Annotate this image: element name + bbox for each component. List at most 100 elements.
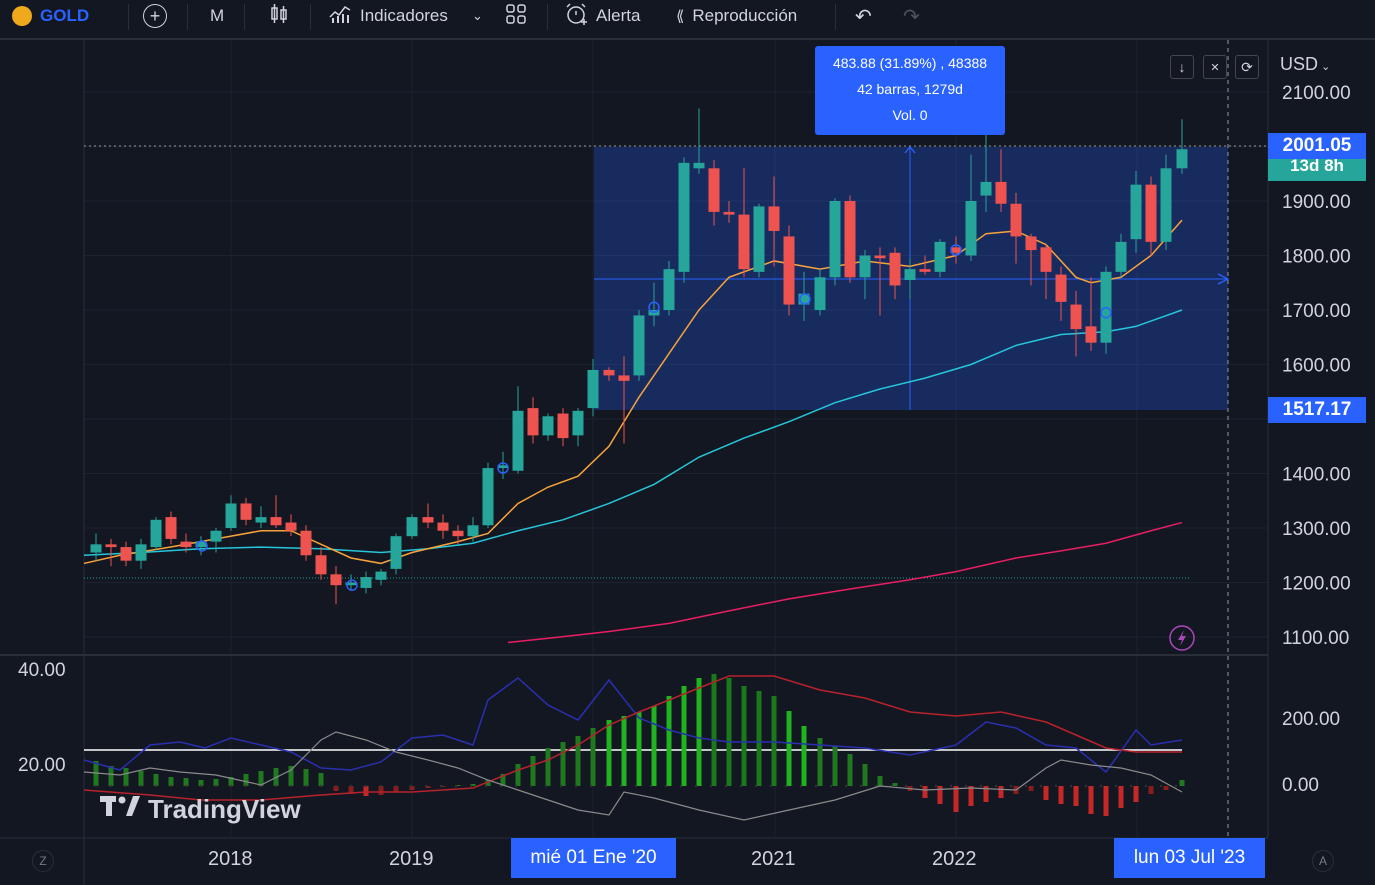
candle-body[interactable]: [406, 517, 418, 537]
candle-body[interactable]: [738, 214, 750, 270]
candle-body[interactable]: [693, 162, 705, 169]
candle-body[interactable]: [1025, 236, 1037, 251]
layout-button[interactable]: [505, 0, 527, 32]
histogram-bar: [288, 766, 294, 786]
candle-body[interactable]: [829, 201, 841, 278]
scroll-down-button[interactable]: ↓: [1170, 55, 1194, 79]
symbol-selector[interactable]: GOLD: [12, 0, 89, 32]
candle-body[interactable]: [150, 519, 162, 548]
baseline-dot: [949, 784, 953, 788]
candle-body[interactable]: [452, 530, 464, 537]
candle-body[interactable]: [165, 517, 177, 539]
candle-body[interactable]: [557, 413, 569, 439]
histogram-bar: [333, 786, 339, 791]
baseline-dot: [1099, 784, 1103, 788]
currency-selector[interactable]: USD ⌄: [1280, 54, 1330, 75]
candle-body[interactable]: [980, 181, 992, 196]
candle-body[interactable]: [1085, 326, 1097, 343]
candle-body[interactable]: [768, 206, 780, 231]
lightning-icon[interactable]: [1169, 625, 1195, 651]
candle-body[interactable]: [375, 571, 387, 580]
candle-body[interactable]: [633, 315, 645, 376]
candle-body[interactable]: [603, 369, 615, 376]
candle-body[interactable]: [225, 503, 237, 528]
candle-body[interactable]: [723, 211, 735, 215]
baseline-dot: [619, 784, 623, 788]
candle-body[interactable]: [527, 408, 539, 436]
candle-body[interactable]: [1115, 241, 1127, 272]
candle-body[interactable]: [120, 547, 132, 561]
candle-body[interactable]: [330, 574, 342, 586]
histogram-bar: [1028, 786, 1034, 791]
candle-body[interactable]: [874, 255, 886, 259]
candle-body[interactable]: [1070, 304, 1082, 330]
candle-body[interactable]: [934, 241, 946, 272]
candle-body[interactable]: [678, 162, 690, 272]
candle-body[interactable]: [105, 544, 117, 548]
candle-body[interactable]: [1055, 274, 1067, 302]
candle-body[interactable]: [390, 536, 402, 569]
candle-body[interactable]: [300, 530, 312, 556]
candle-body[interactable]: [195, 541, 207, 548]
replay-button[interactable]: ⟪ Reproducción: [676, 0, 797, 32]
auto-scale-button[interactable]: A: [1312, 850, 1334, 872]
candle-body[interactable]: [919, 269, 931, 272]
candle-body[interactable]: [859, 255, 871, 278]
candle-body[interactable]: [587, 369, 599, 409]
candle-body[interactable]: [814, 277, 826, 310]
candle-body[interactable]: [90, 544, 102, 553]
candle-body[interactable]: [1130, 184, 1142, 240]
candle-body[interactable]: [904, 269, 916, 281]
indicators-dropdown[interactable]: ⌄: [472, 0, 483, 32]
redo-button[interactable]: ↷: [903, 0, 920, 32]
alert-button[interactable]: Alerta: [564, 0, 640, 32]
candle-body[interactable]: [255, 517, 267, 523]
candle-body[interactable]: [360, 577, 372, 588]
candle-body[interactable]: [542, 416, 554, 436]
chart-type-button[interactable]: [268, 0, 290, 32]
candle-body[interactable]: [345, 582, 357, 586]
candle-body[interactable]: [210, 530, 222, 542]
candle-body[interactable]: [240, 503, 252, 520]
collapse-button[interactable]: ✕: [1203, 55, 1227, 79]
candle-body[interactable]: [950, 247, 962, 253]
zoom-button[interactable]: Z: [32, 850, 54, 872]
candle-body[interactable]: [1145, 184, 1157, 242]
candle-body[interactable]: [285, 522, 297, 531]
reset-button[interactable]: ⟳: [1235, 55, 1259, 79]
candle-body[interactable]: [497, 465, 509, 469]
candle-body[interactable]: [1176, 149, 1188, 169]
candle-body[interactable]: [135, 544, 147, 561]
candle-body[interactable]: [663, 269, 675, 310]
candle-body[interactable]: [798, 293, 810, 305]
ma-long-line[interactable]: [507, 521, 1183, 644]
candle-body[interactable]: [482, 468, 494, 526]
candle-body[interactable]: [270, 517, 282, 526]
indicators-button[interactable]: Indicadores: [328, 0, 448, 32]
histogram-bar: [786, 711, 792, 786]
candle-body[interactable]: [1040, 247, 1052, 272]
compare-button[interactable]: +: [143, 0, 167, 32]
candle-body[interactable]: [1010, 203, 1022, 237]
candle-body[interactable]: [995, 181, 1007, 204]
candle-body[interactable]: [422, 517, 434, 523]
candle-body[interactable]: [965, 201, 977, 256]
candle-body[interactable]: [618, 375, 630, 381]
candle-body[interactable]: [467, 525, 479, 537]
candle-body[interactable]: [783, 236, 795, 305]
histogram-bar: [1179, 780, 1185, 786]
time-label-2022: 2022: [932, 848, 977, 870]
candle-body[interactable]: [315, 555, 327, 575]
candle-body[interactable]: [1160, 168, 1172, 242]
candle-body[interactable]: [512, 410, 524, 471]
candle-body[interactable]: [437, 522, 449, 531]
candle-body[interactable]: [572, 410, 584, 436]
candle-body[interactable]: [180, 541, 192, 548]
candle-body[interactable]: [844, 201, 856, 278]
undo-button[interactable]: ↶: [855, 0, 872, 32]
candle-body[interactable]: [753, 206, 765, 272]
candle-body[interactable]: [889, 252, 901, 286]
candle-body[interactable]: [708, 168, 720, 212]
interval-button[interactable]: M: [210, 0, 224, 32]
